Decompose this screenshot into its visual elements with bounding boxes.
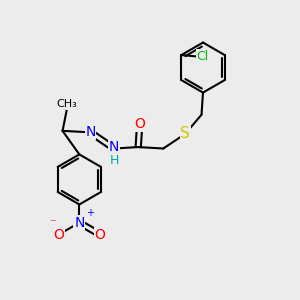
Text: O: O xyxy=(53,227,64,242)
Text: N: N xyxy=(109,140,119,154)
Text: +: + xyxy=(86,208,94,218)
Text: S: S xyxy=(181,126,190,141)
Text: H: H xyxy=(110,154,119,167)
Text: N: N xyxy=(85,125,96,139)
Text: Cl: Cl xyxy=(197,50,209,63)
Text: N: N xyxy=(74,216,85,230)
Text: O: O xyxy=(134,117,145,131)
Text: CH₃: CH₃ xyxy=(57,99,77,110)
Text: ⁻: ⁻ xyxy=(49,217,56,230)
Text: O: O xyxy=(94,227,105,242)
